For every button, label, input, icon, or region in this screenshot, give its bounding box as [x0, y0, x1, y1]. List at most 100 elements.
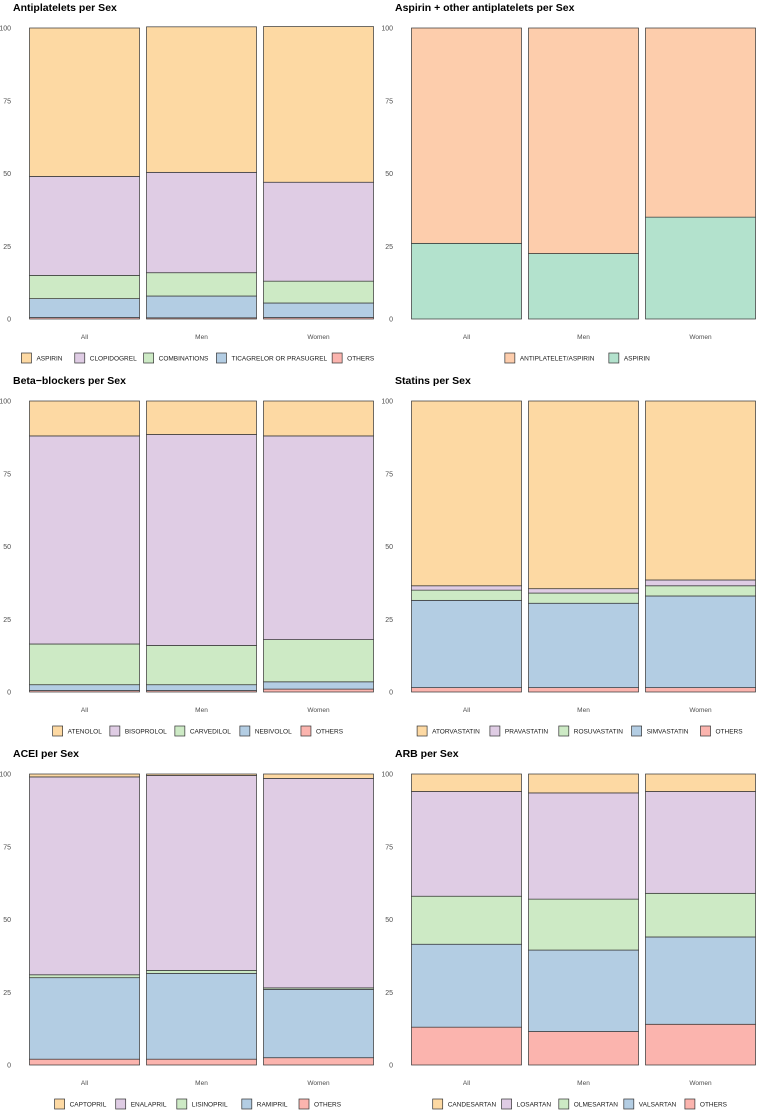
legend-key	[501, 1098, 512, 1110]
bar-segment-women-1	[263, 435, 374, 640]
chart-title: Beta−blockers per Sex	[13, 375, 126, 387]
legend-key	[176, 1098, 188, 1110]
bar-segment-women-3	[645, 595, 756, 688]
bar-segment-women-0	[263, 26, 374, 183]
bar-segment-men-0	[528, 400, 639, 590]
bar-segment-men-3	[146, 295, 257, 319]
bar-segment-men-1	[146, 775, 257, 971]
legend-key	[331, 352, 343, 364]
chart-svg-5: ARB per Sex 0 25 50 75 100 All Men Women CANDESAR…	[382, 748, 756, 1110]
x-tick-label: Women	[307, 1080, 330, 1087]
bar-segment-women-2	[645, 585, 756, 597]
bar-segment-men-2	[146, 645, 257, 686]
bar-segment-men-0	[146, 773, 257, 776]
legend-label: ATORVASTATIN	[432, 729, 480, 736]
legend-key	[489, 725, 501, 737]
bar-segment-all-0	[29, 400, 140, 437]
chart-panel-4: ACEI per Sex 0 25 50 75 100 All Men Women CAPTOPR…	[0, 746, 382, 1119]
y-tick-label: 100	[382, 399, 393, 406]
x-tick-label: Men	[195, 1080, 208, 1087]
x-tick-label: Men	[577, 707, 590, 714]
bar-segment-all-3	[411, 599, 522, 688]
bar-segment-women-1	[263, 181, 374, 282]
bar-segment-men-2	[528, 592, 639, 604]
bar-segment-women-4	[263, 688, 374, 693]
bar-segment-men-3	[146, 684, 257, 691]
bar-segment-all-1	[29, 435, 140, 645]
y-tick-label: 0	[7, 690, 11, 697]
y-tick-label: 50	[385, 917, 393, 924]
legend-label: OTHERS	[716, 729, 744, 736]
x-tick-label: All	[463, 707, 471, 714]
legend-label: VALSARTAN	[639, 1102, 677, 1109]
y-tick-label: 100	[0, 772, 11, 779]
legend-label: ENALAPRIL	[131, 1102, 167, 1109]
x-tick-label: Men	[195, 707, 208, 714]
y-tick-label: 50	[385, 544, 393, 551]
bar-segment-women-1	[645, 791, 756, 894]
legend-label: ROSUVASTATIN	[574, 729, 623, 736]
legend-label: OLMESARTAN	[574, 1102, 618, 1109]
x-tick-label: Men	[195, 334, 208, 341]
y-tick-label: 75	[385, 844, 393, 851]
x-tick-label: All	[81, 1080, 89, 1087]
bar-segment-all-2	[411, 589, 522, 601]
y-tick-label: 50	[385, 171, 393, 178]
chart-svg-3: Statins per Sex 0 25 50 75 100 All Men Women ATOR…	[382, 375, 756, 737]
bar-segment-all-0	[411, 400, 522, 587]
y-tick-label: 50	[3, 544, 11, 551]
legend-label: CAPTOPRIL	[70, 1102, 107, 1109]
legend-key	[504, 352, 516, 364]
legend-key	[631, 725, 642, 737]
legend-label: OTHERS	[316, 729, 344, 736]
bar-segment-women-2	[263, 280, 374, 304]
bar-segment-men-3	[528, 949, 639, 1032]
y-tick-label: 0	[389, 690, 393, 697]
x-tick-label: Men	[577, 1080, 590, 1087]
bar-segment-all-4	[411, 1026, 522, 1066]
legend: CAPTOPRIL ENALAPRIL LISINOPRIL RAMIPRIL OTHE…	[54, 1098, 342, 1110]
y-tick-label: 25	[385, 990, 393, 997]
bar-segment-all-3	[411, 943, 522, 1028]
legend-label: TICAGRELOR OR PRASUGREL	[231, 356, 327, 363]
legend: ATORVASTATIN PRAVASTATIN ROSUVASTATIN SIMVA…	[416, 725, 744, 737]
legend-key	[74, 352, 86, 364]
y-tick-label: 100	[382, 26, 393, 33]
y-tick-label: 75	[385, 98, 393, 105]
bar-segment-all-0	[411, 27, 522, 244]
legend-key	[558, 1098, 570, 1110]
bar-segment-men-2	[528, 898, 639, 951]
x-tick-label: Women	[689, 334, 712, 341]
bar-segment-all-0	[29, 27, 140, 177]
bar-segment-women-1	[645, 216, 756, 320]
bar-segment-all-1	[411, 242, 522, 320]
bar-segment-men-3	[528, 602, 639, 688]
bar-segment-women-1	[645, 579, 756, 587]
y-tick-label: 75	[3, 844, 11, 851]
bar-segment-women-3	[263, 988, 374, 1059]
bar-segment-men-0	[146, 26, 257, 173]
x-tick-label: All	[463, 334, 471, 341]
legend-label: CARVEDILOL	[190, 729, 231, 736]
bar-segment-all-1	[411, 791, 522, 897]
bar-segment-men-3	[146, 972, 257, 1060]
legend-key	[52, 725, 64, 737]
legend-label: ATENOLOL	[68, 729, 103, 736]
legend-label: NEBIVOLOL	[255, 729, 292, 736]
bar-segment-men-4	[528, 1031, 639, 1066]
bar-segment-all-3	[29, 298, 140, 318]
y-tick-label: 75	[3, 471, 11, 478]
y-tick-label: 0	[389, 1063, 393, 1070]
bar-segment-women-1	[263, 778, 374, 989]
bar-segment-men-1	[146, 434, 257, 646]
bar-segment-women-0	[263, 773, 374, 779]
y-tick-label: 75	[385, 471, 393, 478]
bar-segment-all-4	[411, 687, 522, 693]
y-tick-label: 25	[3, 617, 11, 624]
legend-label: LISINOPRIL	[192, 1102, 228, 1109]
chart-title: ACEI per Sex	[13, 748, 79, 760]
y-tick-label: 50	[3, 171, 11, 178]
bar-segment-women-4	[645, 687, 756, 693]
legend-key	[143, 352, 154, 364]
y-tick-label: 100	[0, 399, 11, 406]
